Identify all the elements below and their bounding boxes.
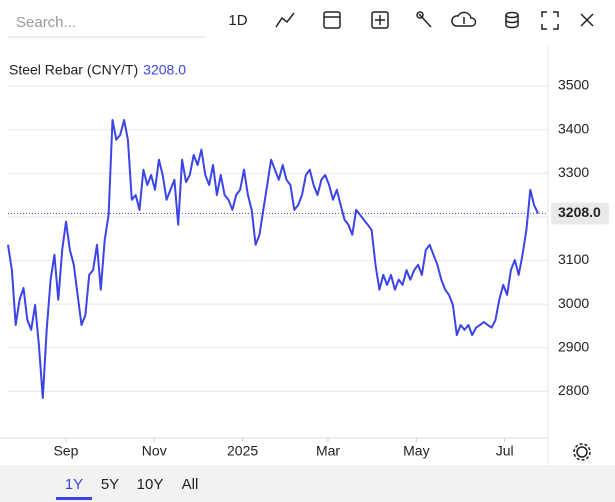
- range-bar: [0, 465, 615, 502]
- range-buttons: 1Y 5Y 10Y All: [56, 476, 198, 500]
- range-button[interactable]: 10Y: [137, 476, 164, 493]
- x-tick-label: Jul: [496, 443, 514, 459]
- range-active-underline: [56, 497, 92, 500]
- y-tick-label: 2800: [558, 382, 589, 398]
- fullscreen-icon[interactable]: [541, 11, 559, 30]
- last-value-tag: [551, 202, 609, 225]
- calendar-icon[interactable]: [323, 11, 341, 29]
- y-tick-label: 3500: [558, 77, 589, 93]
- price-line: [7, 119, 539, 399]
- settings-icon[interactable]: [573, 443, 591, 461]
- y-tick-label: 3000: [558, 295, 589, 311]
- x-tick-label: 2025: [227, 443, 258, 459]
- add-icon[interactable]: [371, 11, 389, 29]
- chart-title: Steel Rebar (CNY/T): [9, 62, 138, 78]
- y-tick-label: 3300: [558, 164, 589, 180]
- x-tick-label: Nov: [142, 443, 167, 459]
- range-button[interactable]: All: [182, 476, 199, 493]
- range-button[interactable]: 5Y: [101, 476, 119, 493]
- data-icon[interactable]: [505, 11, 519, 29]
- y-tick-label: 2900: [558, 338, 589, 354]
- x-tick-label: Mar: [316, 443, 340, 459]
- download-icon[interactable]: [451, 11, 477, 27]
- last-value-label: 3208.0: [558, 204, 601, 220]
- current-value: 3208.0: [143, 62, 186, 78]
- y-tick-label: 3100: [558, 251, 589, 267]
- x-tick-label: Sep: [53, 443, 78, 459]
- x-tick-label: May: [403, 443, 429, 459]
- line-type-icon[interactable]: [275, 12, 295, 28]
- range-button[interactable]: 1Y: [65, 476, 83, 493]
- interval-button[interactable]: 1D: [228, 12, 247, 29]
- search-box[interactable]: Search...: [16, 14, 76, 31]
- close-icon[interactable]: [580, 13, 594, 27]
- y-tick-label: 3400: [558, 120, 589, 136]
- tools-icon[interactable]: [416, 11, 432, 28]
- plot-area: 28002900300031003200330034003500SepNov20…: [0, 77, 609, 459]
